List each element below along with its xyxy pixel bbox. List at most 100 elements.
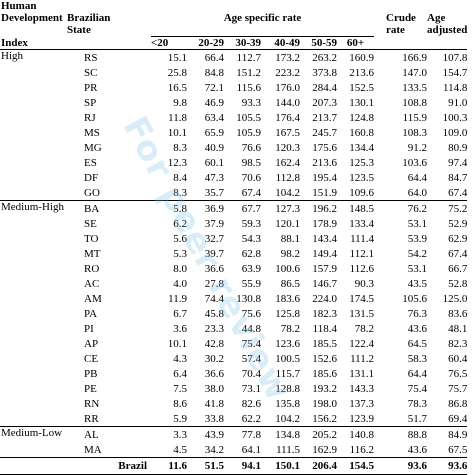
rate-cell: 109.6 (349, 186, 374, 199)
rate-cell: 84.9 (427, 426, 468, 442)
rate-cell: 90.3 (354, 277, 374, 290)
rate-cell: 43.6 (407, 322, 427, 335)
hdi-group-label (0, 170, 67, 185)
rate-cell: 154.7 (442, 66, 468, 79)
rate-cell: 4.3 (173, 352, 187, 365)
rate-cell: 75.4 (407, 382, 427, 395)
hdi-group-label (0, 125, 67, 140)
rate-cell: 116.2 (349, 443, 374, 456)
state-cell: SP (84, 96, 97, 109)
rate-cell: 206.4 (300, 457, 337, 475)
rate-cell: 64.4 (407, 367, 427, 380)
rate-cell: 76.2 (386, 200, 427, 216)
rate-cell: 3.3 (151, 426, 187, 442)
rate-cell: 98.2 (280, 247, 300, 260)
rate-cell: 185.5 (312, 337, 337, 350)
rate-cell: 125.3 (349, 156, 374, 169)
hdi-group-label (0, 185, 67, 201)
hdi-group-label (0, 381, 67, 396)
rate-cell: 54.3 (241, 232, 261, 245)
rate-cell: 55.9 (241, 277, 261, 290)
state-cell: MT (84, 247, 101, 260)
rate-cell: 15.1 (167, 51, 187, 64)
rate-cell: 112.7 (236, 51, 261, 64)
rate-cell: 66.4 (204, 51, 224, 64)
table-row: PB 6.4 36.6 70.4 115.7 185.6 131.1 64.4 76.5 (0, 366, 467, 381)
rate-cell: 47.3 (204, 171, 224, 184)
rate-cell: 8.4 (173, 171, 187, 184)
hdi-group-label (0, 231, 67, 246)
rate-cell: 174.5 (349, 292, 374, 305)
age-group-header: 50-59 (300, 36, 337, 50)
rate-cell: 6.2 (173, 217, 187, 230)
rate-cell: 152.6 (312, 352, 337, 365)
state-cell: SE (84, 217, 97, 230)
rate-cell: 105.9 (236, 126, 261, 139)
rate-cell: 8.3 (173, 141, 187, 154)
rate-cell: 131.1 (349, 367, 374, 380)
rate-cell: 67.4 (448, 186, 468, 199)
hdi-group-label (0, 65, 67, 80)
hdi-group-label (0, 216, 67, 231)
rate-cell: 8.3 (173, 186, 187, 199)
rate-cell: 140.8 (337, 426, 374, 442)
state-cell: RJ (84, 111, 96, 124)
table-row: MT 5.3 39.7 62.8 98.2 149.4 112.1 54.2 67.4 (0, 246, 467, 261)
rate-cell: 58.3 (407, 352, 427, 365)
rate-cell: 5.8 (151, 200, 187, 216)
rate-cell: 72.1 (204, 81, 224, 94)
rate-cell: 75.4 (241, 337, 261, 350)
table-row: AC 4.0 27.8 55.9 86.5 146.7 90.3 43.5 52.8 (0, 276, 467, 291)
rate-cell: 3.6 (173, 322, 187, 335)
rate-cell: 63.9 (241, 262, 261, 275)
rate-cell: 69.4 (448, 412, 468, 425)
rate-cell: 112.6 (349, 262, 374, 275)
rate-cell: 91.2 (407, 141, 427, 154)
table-row: RN 8.6 41.8 82.6 135.8 198.0 137.3 78.3 86.8 (0, 396, 467, 411)
rate-cell: 35.7 (204, 186, 224, 199)
rate-cell: 137.3 (349, 397, 374, 410)
rate-cell: 36.6 (204, 262, 224, 275)
rate-cell: 97.4 (448, 156, 468, 169)
state-cell: MA (84, 443, 102, 456)
rate-cell: 83.6 (448, 307, 468, 320)
table-row: SP 9.8 46.9 93.3 144.0 207.3 130.1 108.8 91.0 (0, 95, 467, 110)
state-cell: RN (84, 397, 100, 410)
state-header: Brazilian State (67, 12, 111, 36)
rate-cell: 33.8 (204, 412, 224, 425)
rate-cell: 100.6 (275, 262, 300, 275)
rate-cell: 43.6 (407, 443, 427, 456)
rate-cell: 57.4 (241, 352, 261, 365)
rate-cell: 11.9 (168, 292, 187, 305)
rate-cell: 151.9 (312, 186, 337, 199)
rate-cell: 7.5 (173, 382, 187, 395)
rate-cell: 76.6 (241, 141, 261, 154)
rate-cell: 51.5 (187, 457, 224, 475)
rate-cell: 149.4 (312, 247, 337, 260)
rate-cell: 162.9 (312, 443, 337, 456)
table-row: AP 10.1 42.8 75.4 123.6 185.5 122.4 64.5 82.3 (0, 336, 467, 351)
table-row: AM 11.9 74.4 130.8 183.6 224.0 174.5 105.6 125.0 (0, 291, 467, 306)
state-cell: PA (84, 307, 98, 320)
rate-cell: 93.3 (241, 96, 261, 109)
rate-cell: 213.6 (349, 66, 374, 79)
rate-cell: 104.2 (275, 412, 300, 425)
rate-cell: 78.3 (407, 397, 427, 410)
rate-cell: 84.7 (448, 171, 468, 184)
rate-cell: 152.5 (349, 81, 374, 94)
rate-cell: 84.8 (204, 66, 224, 79)
table-row: PI 3.6 23.3 44.8 78.2 118.4 78.2 43.6 48.1 (0, 321, 467, 336)
rate-cell: 53.1 (407, 217, 427, 230)
age-adjusted-header: Age adjusted (427, 12, 468, 36)
state-cell: CE (84, 352, 99, 365)
rate-cell: 104.2 (275, 186, 300, 199)
rate-cell: 284.4 (312, 81, 337, 94)
rate-cell: 23.3 (204, 322, 224, 335)
table-row: MS 10.1 65.9 105.9 167.5 245.7 160.8 108.3 109.0 (0, 125, 467, 140)
rate-cell: 30.2 (204, 352, 224, 365)
rate-cell: 16.5 (167, 81, 187, 94)
hdi-group-label (0, 321, 67, 336)
rate-cell: 64.5 (407, 337, 427, 350)
table-row: RJ 11.8 63.4 105.5 176.4 213.7 124.8 115.9 100.3 (0, 110, 467, 125)
